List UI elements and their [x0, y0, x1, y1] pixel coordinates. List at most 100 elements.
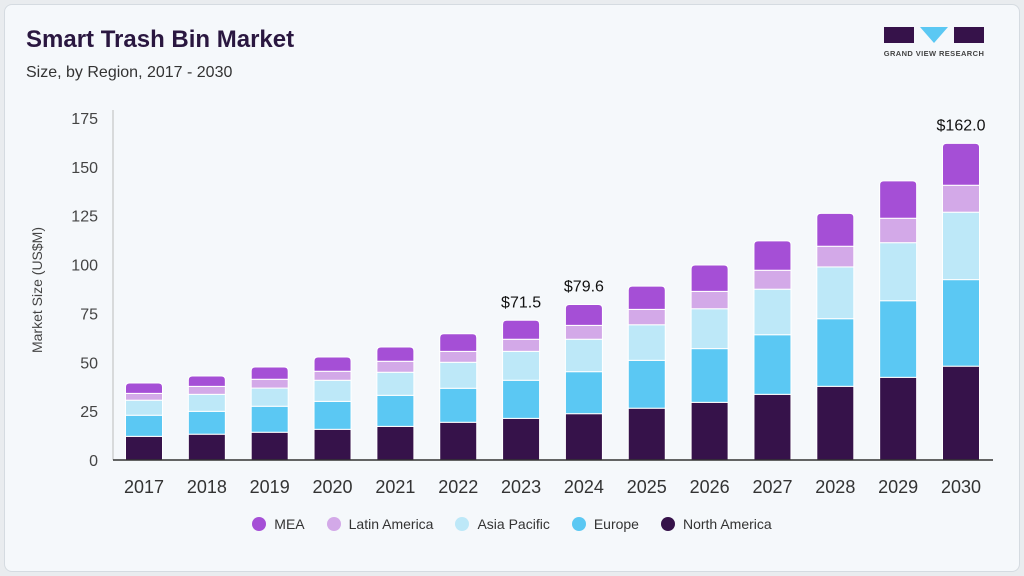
bar-segment-mea	[502, 319, 541, 340]
legend-label: Europe	[593, 516, 639, 532]
legend: MEA Latin America Asia Pacific Europe North …	[0, 516, 1024, 532]
y-axis: 0 25 50 75 100 125 150 175	[71, 110, 114, 470]
bar-segment-mea	[250, 366, 289, 380]
y-tick-label: 75	[80, 306, 98, 323]
logo-text: GRAND VIEW RESEARCH	[883, 49, 985, 58]
x-tick-label: 2024	[564, 477, 604, 497]
bar-segment-mea	[125, 382, 163, 394]
logo-mark-icon	[884, 27, 984, 43]
bar-segment-north-america	[564, 413, 603, 461]
bar-segment-mea	[564, 303, 603, 326]
bar-segment-mea	[313, 356, 352, 372]
bar-segment-europe	[439, 387, 478, 423]
bar-segment-europe	[313, 400, 352, 430]
bar-segment-north-america	[753, 393, 792, 461]
bar-segment-europe	[502, 379, 541, 419]
bar-stack-2023	[502, 319, 541, 461]
y-tick-label: 125	[71, 209, 98, 226]
legend-item-latin-america[interactable]: Latin America	[326, 516, 434, 532]
bar-segment-mea	[376, 346, 415, 362]
y-tick-label: 0	[89, 453, 98, 470]
bar-segment-latin-america	[439, 350, 478, 363]
y-tick-label: 150	[71, 160, 98, 177]
bar-stack-2026	[690, 264, 729, 461]
legend-label: MEA	[274, 516, 305, 532]
bar-segment-asia-pacific	[816, 266, 855, 320]
x-tick-label: 2022	[438, 477, 478, 497]
bar-segment-latin-america	[627, 308, 666, 326]
legend-item-europe[interactable]: Europe	[571, 516, 639, 532]
bar-segment-north-america	[816, 385, 855, 461]
bar-segment-latin-america	[250, 378, 289, 389]
bar-segment-europe	[753, 334, 792, 395]
legend-item-mea[interactable]: MEA	[252, 516, 305, 532]
x-tick-label: 2029	[878, 477, 918, 497]
bar-segment-asia-pacific	[125, 399, 163, 416]
bar-segment-europe	[942, 279, 980, 367]
bar-segment-europe	[250, 405, 289, 433]
legend-swatch-icon	[326, 517, 341, 531]
bar-stack-2030	[942, 142, 980, 461]
total-label: $162.0	[937, 117, 986, 134]
x-axis: 2017 2018 2019 2020 2021 2022 2023 2024 2025 2026…	[113, 459, 993, 497]
bar-segment-asia-pacific	[879, 242, 918, 302]
bar-segment-north-america	[125, 435, 163, 461]
bar-segment-europe	[627, 359, 666, 409]
bar-segment-latin-america	[125, 392, 163, 401]
y-axis-label: Market Size (US$M)	[29, 227, 45, 353]
bar-segment-asia-pacific	[439, 361, 478, 389]
bar-segment-asia-pacific	[376, 371, 415, 396]
x-tick-label: 2017	[124, 477, 164, 497]
bar-segment-north-america	[879, 376, 918, 461]
bar-segment-latin-america	[564, 324, 603, 340]
bar-segment-europe	[564, 371, 603, 415]
legend-swatch-icon	[660, 517, 675, 531]
bar-segment-europe	[187, 410, 226, 435]
x-tick-label: 2021	[375, 477, 415, 497]
grand-view-research-logo: GRAND VIEW RESEARCH	[880, 24, 988, 64]
bar-segment-north-america	[376, 425, 415, 461]
bar-stack-2020	[313, 356, 352, 461]
total-label: $79.6	[564, 278, 604, 295]
legend-item-north-america[interactable]: North America	[660, 516, 772, 532]
bar-segment-asia-pacific	[690, 308, 729, 350]
bar-segment-asia-pacific	[942, 211, 980, 281]
x-tick-label: 2026	[690, 477, 730, 497]
bar-segment-north-america	[250, 431, 289, 461]
bar-segment-mea	[753, 240, 792, 271]
legend-item-asia-pacific[interactable]: Asia Pacific	[455, 516, 550, 532]
bars	[125, 142, 980, 461]
x-tick-label: 2025	[627, 477, 667, 497]
y-tick-label: 175	[71, 111, 98, 128]
bar-segment-asia-pacific	[502, 350, 541, 381]
legend-swatch-icon	[455, 517, 470, 531]
legend-label: Asia Pacific	[477, 516, 550, 532]
y-tick-label: 25	[80, 404, 98, 421]
bar-segment-asia-pacific	[564, 338, 603, 373]
legend-label: North America	[682, 516, 772, 532]
bar-segment-latin-america	[376, 360, 415, 373]
bar-segment-latin-america	[753, 269, 792, 290]
bar-segment-asia-pacific	[313, 379, 352, 402]
x-tick-label: 2028	[815, 477, 855, 497]
bar-stack-2029	[879, 180, 918, 461]
bar-segment-europe	[376, 394, 415, 427]
bar-stack-2021	[376, 346, 415, 461]
bar-segment-europe	[125, 414, 163, 437]
bar-stack-2028	[816, 212, 855, 461]
bar-stack-2018	[187, 375, 226, 461]
bar-segment-mea	[690, 264, 729, 292]
chart-subtitle: Size, by Region, 2017 - 2030	[26, 64, 233, 81]
bar-segment-latin-america	[942, 184, 980, 213]
bar-segment-asia-pacific	[753, 288, 792, 336]
bar-segment-europe	[690, 348, 729, 403]
bar-segment-north-america	[942, 365, 980, 461]
bar-segment-north-america	[502, 417, 541, 461]
bar-segment-mea	[816, 212, 855, 247]
legend-swatch-icon	[252, 517, 267, 531]
legend-label: Latin America	[348, 516, 434, 532]
bar-segment-mea	[879, 180, 918, 219]
x-tick-label: 2023	[501, 477, 541, 497]
bar-segment-latin-america	[313, 370, 352, 381]
